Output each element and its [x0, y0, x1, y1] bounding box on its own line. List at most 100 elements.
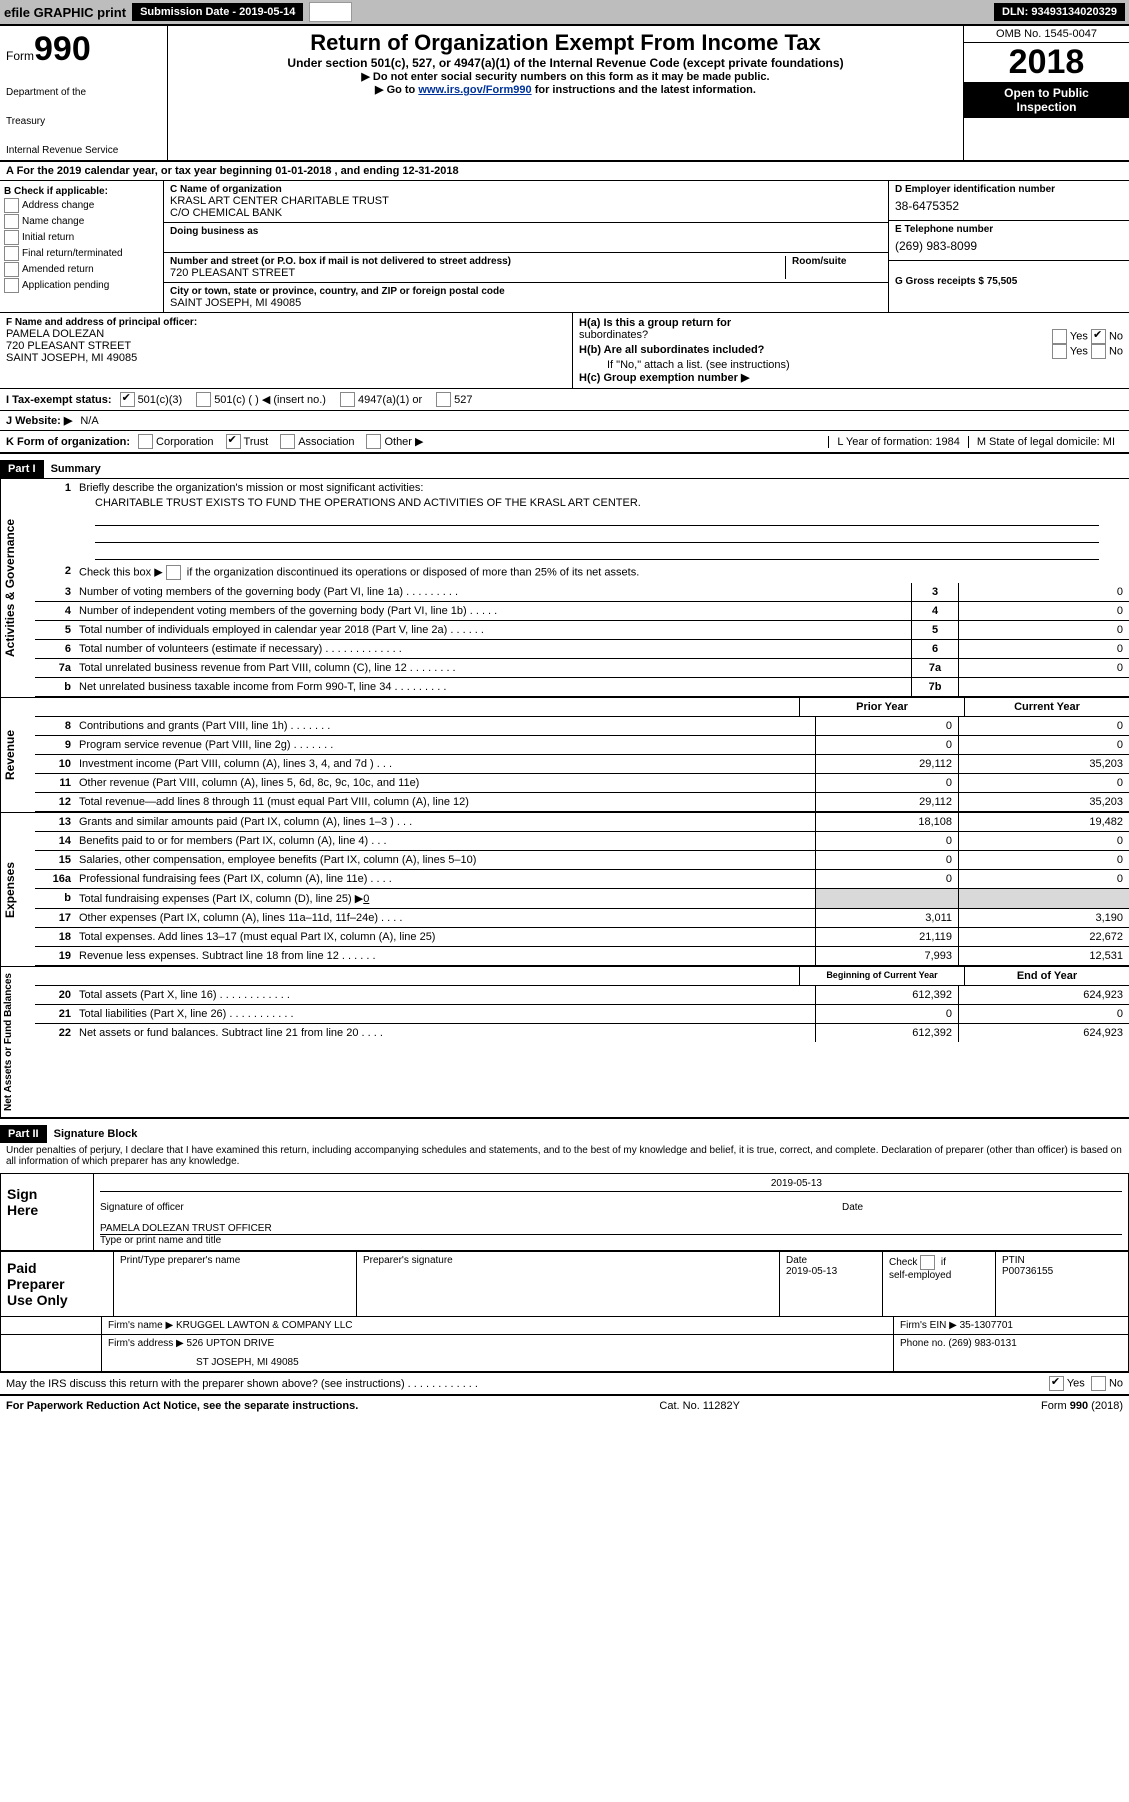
omb-number: OMB No. 1545-0047 — [964, 26, 1129, 43]
year-formed: L Year of formation: 1984 — [828, 436, 968, 448]
sign-here-label: Sign Here — [1, 1174, 94, 1250]
c12: 35,203 — [958, 793, 1129, 811]
name-title-label: Type or print name and title — [100, 1234, 1122, 1246]
c22: 624,923 — [958, 1024, 1129, 1042]
p21: 0 — [815, 1005, 958, 1023]
sign-block: Sign Here 2019-05-13 Signature of office… — [0, 1173, 1129, 1252]
dept-line1: Department of the — [6, 87, 161, 98]
p8: 0 — [815, 717, 958, 735]
irs-link[interactable]: www.irs.gov/Form990 — [418, 84, 531, 96]
discuss-yes[interactable] — [1049, 1376, 1064, 1391]
firm-addr-cell: Firm's address ▶ 526 UPTON DRIVE ST JOSE… — [101, 1335, 893, 1371]
revenue-section: Revenue Prior Year Current Year 8Contrib… — [0, 697, 1129, 812]
discuss-no[interactable] — [1091, 1376, 1106, 1391]
check-name-change[interactable]: Name change — [4, 214, 159, 229]
paid-side-label: Paid Preparer Use Only — [1, 1252, 113, 1316]
chk-4947[interactable] — [340, 392, 355, 407]
val-3: 0 — [958, 583, 1129, 601]
subtitle-1: Under section 501(c), 527, or 4947(a)(1)… — [178, 56, 953, 70]
officer-name: PAMELA DOLEZAN — [6, 328, 566, 340]
hdr-current: Current Year — [964, 698, 1129, 717]
dln: DLN: 93493134020329 — [994, 3, 1125, 21]
val-7b — [958, 678, 1129, 696]
c19: 12,531 — [958, 947, 1129, 965]
city-state-zip: SAINT JOSEPH, MI 49085 — [170, 297, 882, 309]
val-5: 0 — [958, 621, 1129, 639]
header-center: Return of Organization Exempt From Incom… — [168, 26, 963, 160]
p10: 29,112 — [815, 755, 958, 773]
col-b-header: B Check if applicable: — [4, 186, 159, 197]
address-cell: Number and street (or P.O. box if mail i… — [164, 253, 888, 283]
street-address: 720 PLEASANT STREET — [170, 267, 785, 279]
check-amended[interactable]: Amended return — [4, 262, 159, 277]
hb-yes[interactable] — [1052, 344, 1067, 359]
preparer-name-hdr: Print/Type preparer's name — [113, 1252, 356, 1316]
check-pending[interactable]: Application pending — [4, 278, 159, 293]
header-left: Form990 Department of the Treasury Inter… — [0, 26, 168, 160]
val-4: 0 — [958, 602, 1129, 620]
c11: 0 — [958, 774, 1129, 792]
col-c: C Name of organization KRASL ART CENTER … — [164, 181, 888, 312]
form-title: Return of Organization Exempt From Incom… — [178, 30, 953, 56]
tax-status-row: I Tax-exempt status: 501(c)(3) 501(c) ( … — [0, 389, 1129, 411]
c10: 35,203 — [958, 755, 1129, 773]
chk-527[interactable] — [436, 392, 451, 407]
officer-addr2: SAINT JOSEPH, MI 49085 — [6, 352, 566, 364]
p22: 612,392 — [815, 1024, 958, 1042]
tel-cell: E Telephone number (269) 983-8099 — [889, 221, 1129, 261]
sig-officer-label: Signature of officer — [100, 1202, 842, 1213]
self-employed-check[interactable]: Check ifself-employed — [882, 1252, 995, 1316]
ha-yes[interactable] — [1052, 329, 1067, 344]
check-address-change[interactable]: Address change — [4, 198, 159, 213]
chk-corp[interactable] — [138, 434, 153, 449]
discuss-row: May the IRS discuss this return with the… — [0, 1372, 1129, 1395]
chk-other[interactable] — [366, 434, 381, 449]
prep-date: Date2019-05-13 — [779, 1252, 882, 1316]
principal-block: F Name and address of principal officer:… — [0, 313, 1129, 389]
penalties-text: Under penalties of perjury, I declare th… — [0, 1143, 1129, 1169]
officer-addr1: 720 PLEASANT STREET — [6, 340, 566, 352]
check-final-return[interactable]: Final return/terminated — [4, 246, 159, 261]
dept-line3: Internal Revenue Service — [6, 145, 161, 156]
ha-no[interactable] — [1091, 329, 1106, 344]
p13: 18,108 — [815, 813, 958, 831]
chk-501c3[interactable] — [120, 392, 135, 407]
c16a: 0 — [958, 870, 1129, 888]
preparer-sig-hdr: Preparer's signature — [356, 1252, 779, 1316]
check-initial-return[interactable]: Initial return — [4, 230, 159, 245]
block-b-c-d: B Check if applicable: Address change Na… — [0, 181, 1129, 313]
side-expenses: Expenses — [0, 813, 35, 966]
state-domicile: M State of legal domicile: MI — [968, 436, 1123, 448]
dept-line2: Treasury — [6, 116, 161, 127]
website-row: J Website: ▶ N/A — [0, 411, 1129, 431]
mission-text: CHARITABLE TRUST EXISTS TO FUND THE OPER… — [35, 497, 1129, 509]
p9: 0 — [815, 736, 958, 754]
tel-value: (269) 983-8099 — [895, 235, 1123, 257]
hb-no[interactable] — [1091, 344, 1106, 359]
form-number: 990 — [34, 30, 91, 68]
firm-phone-cell: Phone no. (269) 983-0131 — [893, 1335, 1128, 1371]
chk-501c[interactable] — [196, 392, 211, 407]
dba-cell: Doing business as — [164, 223, 888, 253]
chk-assoc[interactable] — [280, 434, 295, 449]
ein-cell: D Employer identification number 38-6475… — [889, 181, 1129, 221]
org-name-cell: C Name of organization KRASL ART CENTER … — [164, 181, 888, 223]
p16a: 0 — [815, 870, 958, 888]
governance-section: Activities & Governance 1Briefly describ… — [0, 478, 1129, 697]
col-b: B Check if applicable: Address change Na… — [0, 181, 164, 312]
mission-blank-2 — [95, 528, 1099, 543]
chk-discontinued[interactable] — [166, 565, 181, 580]
mission-blank-3 — [95, 545, 1099, 560]
efile-label[interactable]: efile GRAPHIC print — [4, 5, 126, 20]
h-block: H(a) Is this a group return for subordin… — [573, 313, 1129, 388]
chk-trust[interactable] — [226, 434, 241, 449]
header-right: OMB No. 1545-0047 2018 Open to Public In… — [963, 26, 1129, 160]
hdr-begin: Beginning of Current Year — [799, 967, 964, 986]
ptin-cell: PTINP00736155 — [995, 1252, 1128, 1316]
p15: 0 — [815, 851, 958, 869]
p12: 29,112 — [815, 793, 958, 811]
val-6: 0 — [958, 640, 1129, 658]
website-value: N/A — [80, 415, 98, 427]
c9: 0 — [958, 736, 1129, 754]
c15: 0 — [958, 851, 1129, 869]
